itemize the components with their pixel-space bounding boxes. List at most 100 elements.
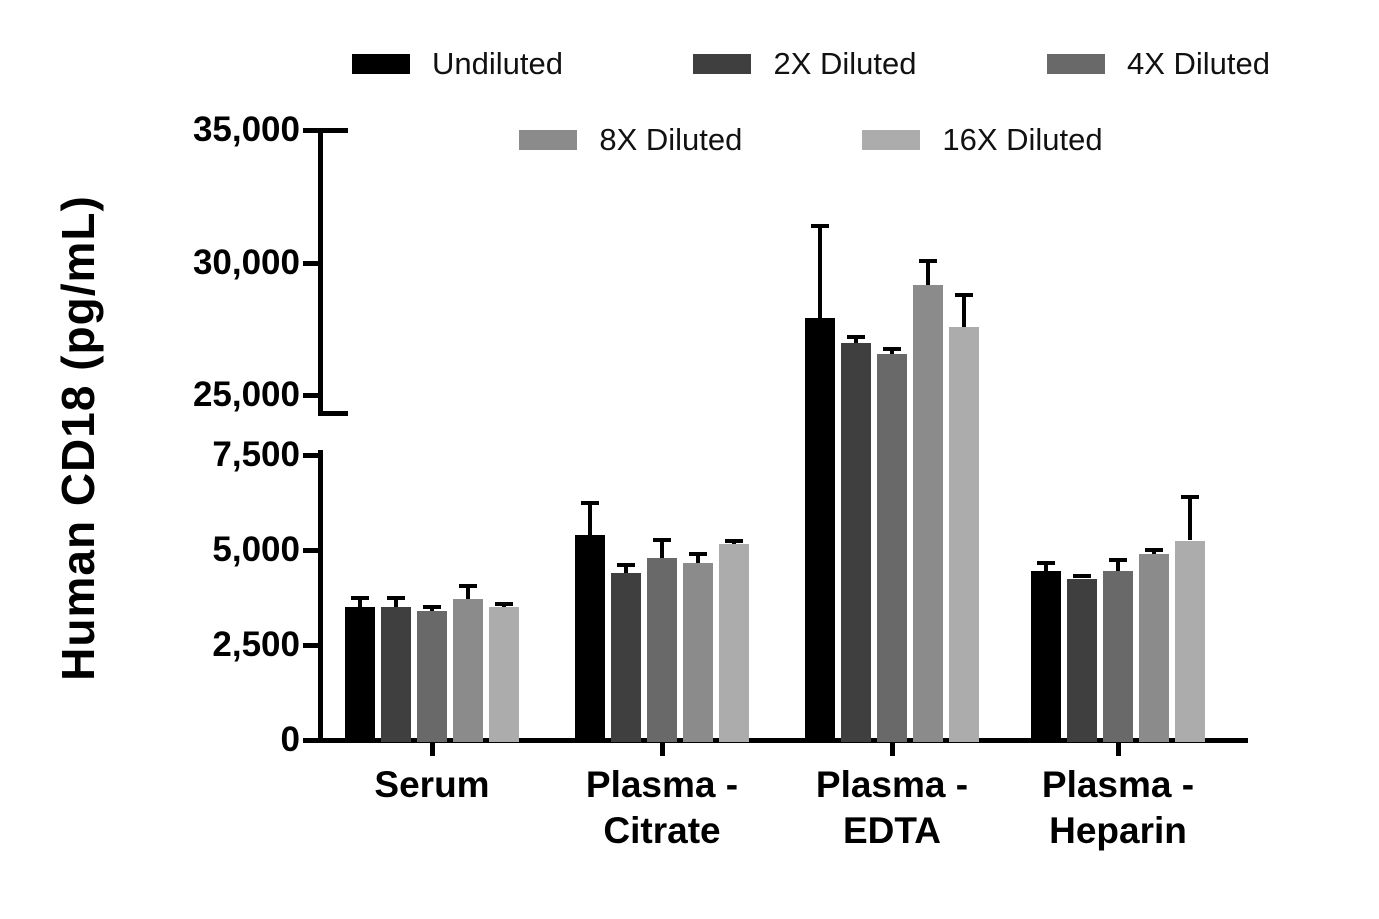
bar (1103, 570, 1133, 742)
y-tick (303, 453, 321, 458)
error-bar-cap (459, 584, 477, 589)
error-bar-line (660, 537, 664, 558)
bar (683, 563, 713, 742)
x-tick (1116, 742, 1121, 756)
bar (417, 610, 447, 742)
y-axis-lower-segment (318, 450, 323, 743)
bar (575, 534, 605, 742)
y-tick-label: 35,000 (192, 110, 300, 149)
error-bar-cap (581, 500, 599, 505)
y-tick-label: 0 (280, 720, 300, 759)
error-bar-line (624, 562, 628, 573)
error-bar-line (818, 224, 822, 319)
legend-item: 2X Diluted (693, 46, 916, 82)
legend-item: 4X Diluted (1046, 46, 1270, 82)
bar (877, 353, 907, 742)
x-axis-line (308, 738, 1248, 743)
legend: Undiluted 2X Diluted 4X Diluted 8X Diluted 1… (352, 46, 1270, 158)
error-bar-line (394, 595, 398, 607)
legend-label: Undiluted (432, 46, 563, 81)
x-category-label-line: Plasma - (1041, 764, 1195, 805)
legend-item: 16X Diluted (862, 122, 1103, 158)
legend-swatch (352, 54, 410, 74)
y-axis-upper-cap-top (318, 128, 348, 133)
y-tick (303, 393, 321, 398)
error-bar-line (466, 584, 470, 600)
bar (805, 318, 835, 742)
bar (381, 607, 411, 742)
legend-item: Undiluted (352, 46, 563, 82)
y-tick-label: 5,000 (212, 530, 300, 569)
bar (841, 343, 871, 742)
bar (949, 327, 979, 742)
error-bar-line (926, 258, 930, 286)
x-category-label-line: Citrate (603, 810, 721, 851)
x-category-label-line: EDTA (843, 810, 941, 851)
y-tick-label: 25,000 (192, 375, 300, 414)
bar (1139, 553, 1169, 742)
x-category-label-line: Plasma - (815, 764, 969, 805)
y-tick (303, 260, 321, 266)
error-bar-cap (811, 224, 829, 229)
x-category-label-line: Heparin (1049, 810, 1187, 851)
legend-label: 4X Diluted (1126, 46, 1270, 81)
error-bar-cap (495, 602, 513, 607)
error-bar-line (588, 500, 592, 535)
legend-item: 8X Diluted (519, 122, 742, 158)
bar (489, 607, 519, 742)
error-bar-line (696, 551, 700, 564)
error-bar-cap (847, 335, 865, 340)
error-bar-line (962, 292, 966, 328)
legend-swatch (519, 130, 578, 150)
bar (1031, 570, 1061, 742)
error-bar-cap (387, 595, 405, 600)
bar (719, 544, 749, 742)
x-category-label: Plasma - EDTA (816, 762, 968, 854)
error-bar-cap (1181, 494, 1199, 499)
bar (1175, 540, 1205, 742)
x-tick (430, 742, 435, 756)
error-bar-cap (423, 604, 441, 609)
x-category-label-line: Plasma - (585, 764, 739, 805)
legend-swatch (862, 130, 921, 150)
error-bar-cap (725, 539, 743, 544)
bar (913, 285, 943, 742)
y-axis-upper-cap-bottom (318, 411, 348, 416)
y-tick (303, 128, 321, 133)
y-tick (303, 548, 321, 553)
x-tick (660, 742, 665, 756)
error-bar-cap (883, 347, 901, 352)
y-axis-upper-segment (318, 128, 323, 416)
error-bar-cap (351, 596, 369, 601)
bar (345, 607, 375, 742)
bar (647, 557, 677, 742)
error-bar-line (1044, 560, 1048, 571)
x-category-label: Serum (374, 762, 489, 808)
bar (611, 572, 641, 742)
legend-label: 16X Diluted (942, 122, 1103, 157)
error-bar-cap (1145, 547, 1163, 552)
x-tick (890, 742, 895, 756)
y-tick-label: 30,000 (192, 242, 300, 282)
legend-label: 2X Diluted (773, 46, 917, 81)
error-bar-line (1116, 557, 1120, 571)
error-bar-cap (653, 537, 671, 542)
legend-swatch (693, 54, 752, 74)
legend-row: Undiluted 2X Diluted 4X Diluted (352, 46, 1270, 82)
error-bar-cap (689, 551, 707, 556)
x-category-label: Plasma - Citrate (586, 762, 738, 854)
error-bar-line (1188, 494, 1192, 541)
legend-swatch (1046, 54, 1105, 74)
x-category-label-line: Serum (374, 764, 490, 805)
error-bar-cap (919, 258, 937, 263)
y-tick (303, 738, 321, 743)
error-bar-cap (617, 562, 635, 567)
error-bar-cap (1073, 573, 1091, 578)
error-bar-cap (1109, 557, 1127, 562)
bar (453, 599, 483, 742)
bar (1067, 578, 1097, 742)
x-category-label: Plasma - Heparin (1042, 762, 1194, 854)
error-bar-cap (955, 292, 973, 297)
